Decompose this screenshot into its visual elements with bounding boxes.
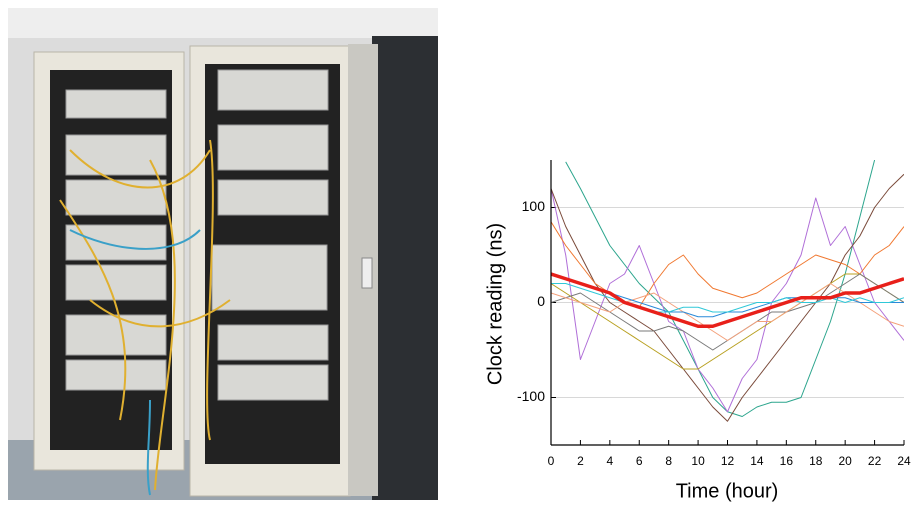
- lines: [551, 160, 904, 422]
- rack-photo: [8, 8, 438, 500]
- x-tick-label: 18: [809, 454, 823, 468]
- x-tick-label: 16: [780, 454, 794, 468]
- series-line: [551, 188, 904, 413]
- y-tick-label: -100: [517, 388, 545, 404]
- series-line: [565, 160, 876, 417]
- y-axis-label: Clock reading (ns): [484, 223, 506, 385]
- series-line: [551, 273, 904, 370]
- x-tick-label: 2: [577, 454, 584, 468]
- x-tick-label: 14: [750, 454, 764, 468]
- x-tick-label: 24: [897, 454, 911, 468]
- y-tick-label: 0: [537, 293, 545, 309]
- y-tick-label: 100: [522, 198, 546, 214]
- x-axis-label: Time (hour): [676, 480, 779, 502]
- x-tick-label: 12: [721, 454, 735, 468]
- series-line: [551, 173, 904, 422]
- x-tick-label: 10: [691, 454, 705, 468]
- x-tick-label: 4: [606, 454, 613, 468]
- series-line: [551, 272, 904, 328]
- x-tick-label: 20: [838, 454, 852, 468]
- series-line: [551, 283, 904, 313]
- x-tick-label: 22: [868, 454, 882, 468]
- x-tick-label: 0: [548, 454, 555, 468]
- x-tick-label: 6: [636, 454, 643, 468]
- x-tick-label: 8: [665, 454, 672, 468]
